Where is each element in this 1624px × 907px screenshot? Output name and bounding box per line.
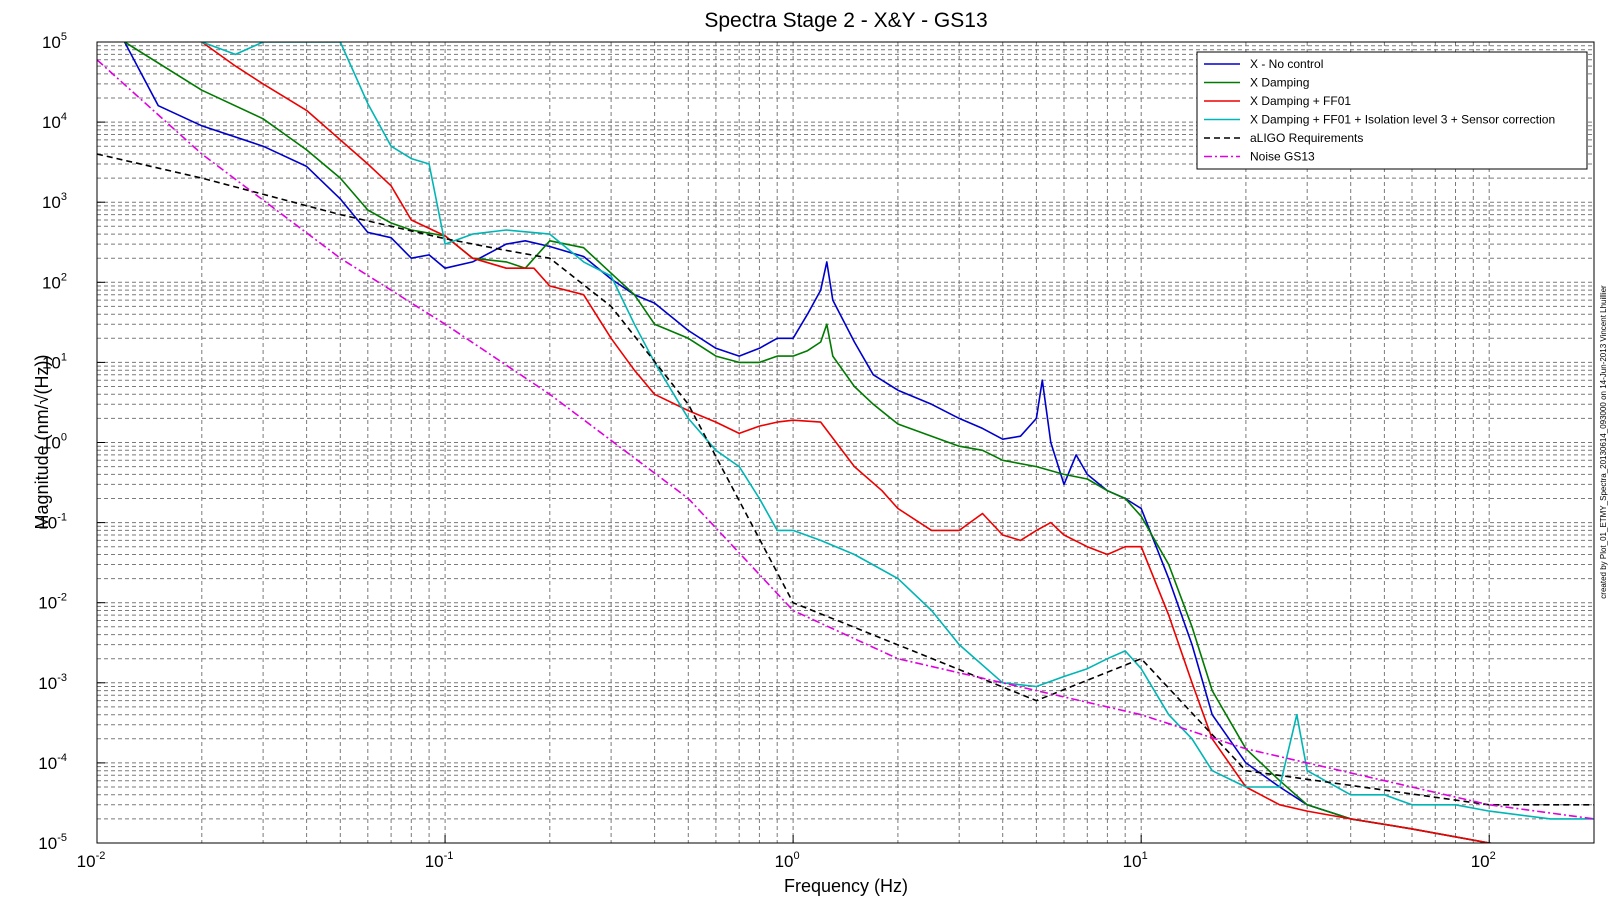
y-tick-label: 103: [42, 191, 67, 212]
legend-label: aLIGO Requirements: [1250, 131, 1363, 145]
y-tick-labels: 10-5 10-4 10-3 10-2 10-1 100 101 102 103 104 105: [38, 31, 105, 853]
legend-label: Noise GS13: [1250, 150, 1315, 164]
legend-label: X Damping + FF01: [1250, 94, 1351, 108]
series-line-4: [201, 42, 1594, 820]
x-tick-label: 100: [775, 850, 800, 871]
y-tick-label: 10-2: [38, 592, 67, 613]
grid: [97, 42, 1594, 843]
y-tick-label: 100: [42, 432, 67, 453]
plot-area: [97, 42, 1594, 843]
legend-label: X - No control: [1250, 57, 1323, 71]
y-axis-label: Magnitude (nm/√(Hz)): [32, 355, 52, 530]
x-axis-label: Frequency (Hz): [784, 876, 908, 896]
series-line-5: [97, 153, 1594, 806]
x-tick-label: 10-1: [425, 850, 454, 871]
x-tick-label: 101: [1123, 850, 1148, 871]
y-tick-label: 10-3: [38, 672, 67, 693]
series-line-1: [123, 42, 1496, 843]
y-tick-label: 105: [42, 31, 67, 52]
y-tick-label: 10-4: [38, 752, 67, 773]
x-tick-labels: 10-2 10-1 100 101 102: [77, 835, 1496, 871]
side-note: created by Plot_01_ETMY_Spectra_20130614…: [1599, 285, 1608, 599]
legend-label: X Damping + FF01 + Isolation level 3 + S…: [1250, 113, 1555, 127]
x-tick-label: 10-2: [77, 850, 106, 871]
y-tick-label: 10-5: [38, 832, 67, 853]
series-line-6: [97, 59, 1594, 820]
y-tick-label: 101: [42, 351, 67, 372]
legend-label: X Damping: [1250, 76, 1309, 90]
y-tick-label: 10-1: [38, 512, 67, 533]
legend-box: [1196, 51, 1588, 170]
y-tick-label: 104: [42, 111, 67, 132]
series-group: [97, 42, 1594, 843]
legend: X - No control X Damping X Damping + FF01 X…: [1196, 51, 1588, 170]
chart-title: Spectra Stage 2 - X&Y - GS13: [704, 9, 987, 32]
y-tick-label: 102: [42, 271, 67, 292]
x-tick-label: 102: [1471, 850, 1496, 871]
